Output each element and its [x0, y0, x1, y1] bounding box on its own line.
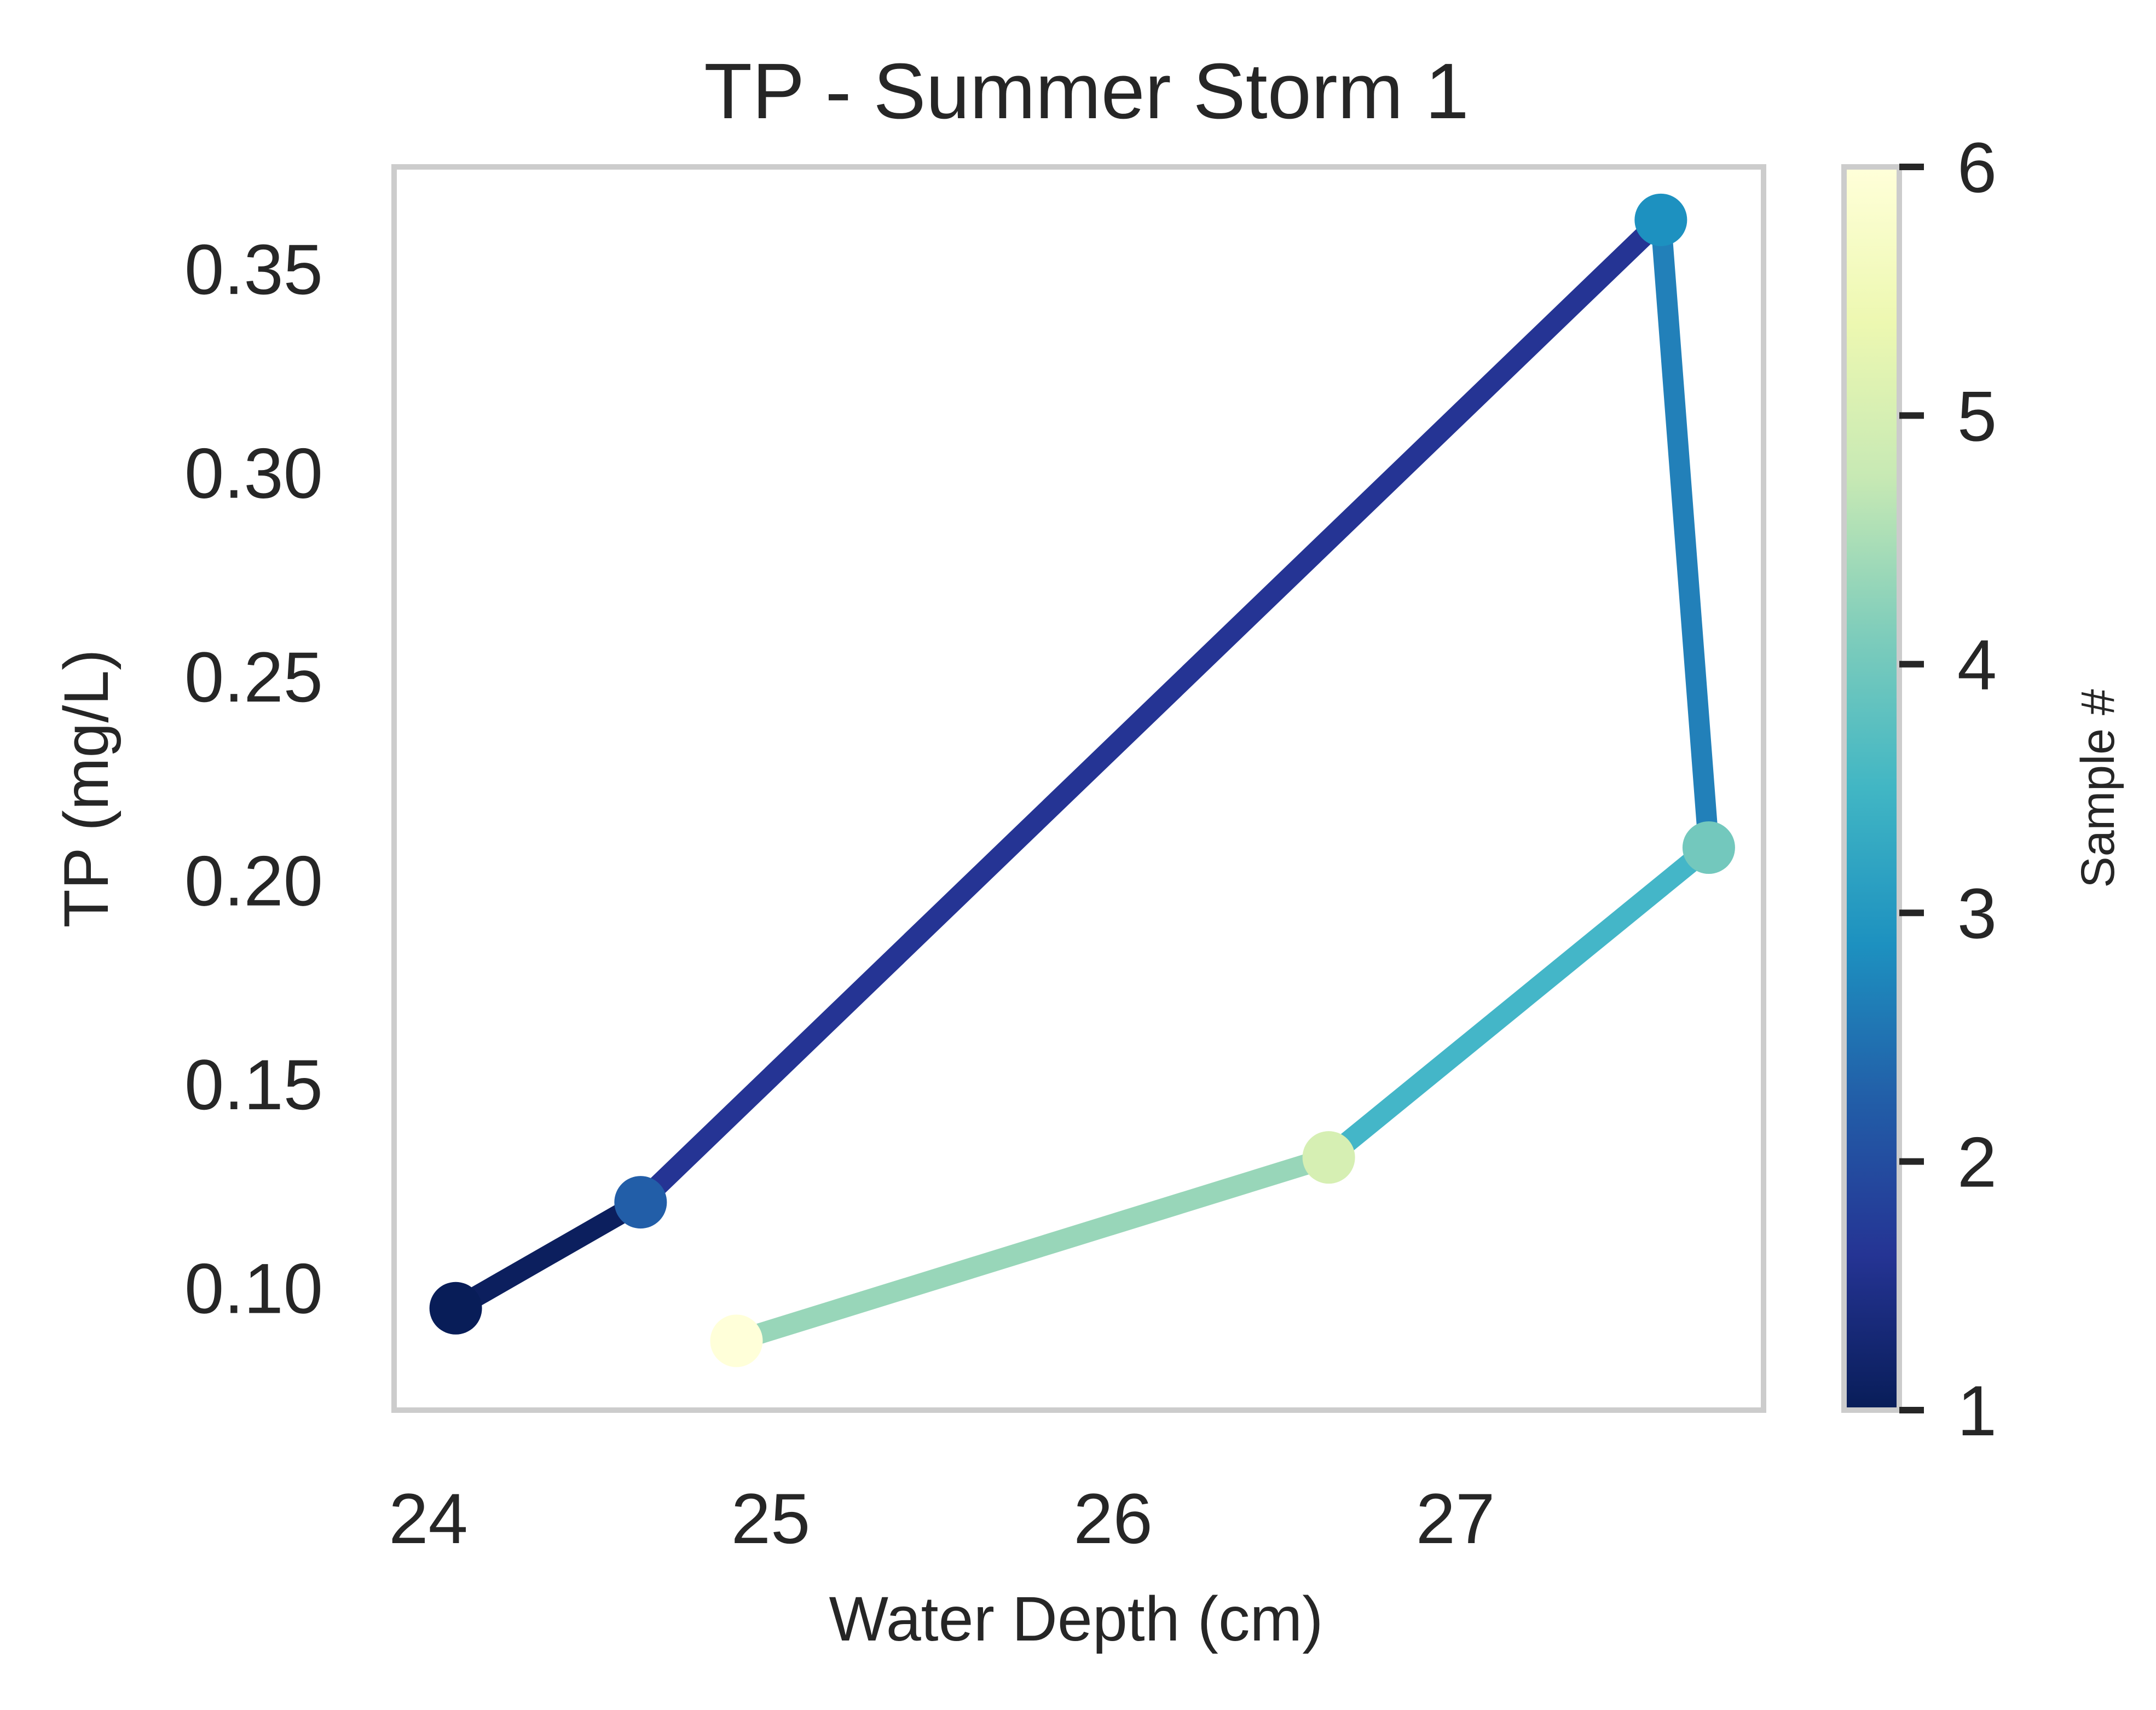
data-point [1634, 193, 1687, 246]
x-tick-label: 24 [389, 1479, 468, 1558]
colorbar-tick-label: 2 [1957, 1122, 1997, 1202]
colorbar-label: Sample # [2072, 689, 2124, 888]
y-tick-label: 0.10 [184, 1249, 323, 1329]
series-segment [1322, 839, 1715, 1166]
y-tick-label: 0.15 [184, 1045, 323, 1124]
y-axis-ticks: 0.10 0.15 0.20 0.25 0.30 0.35 [184, 229, 323, 1328]
series-segments [450, 212, 1719, 1351]
colorbar-tick-label: 6 [1957, 127, 1997, 207]
plot-area [391, 164, 1766, 1413]
series-segment [450, 1193, 646, 1318]
data-point [429, 1282, 482, 1335]
colorbar-tick-label: 1 [1957, 1371, 1997, 1451]
y-tick-label: 0.35 [184, 229, 323, 309]
chart-title: TP - Summer Storm 1 [704, 47, 1469, 135]
colorbar-tick-label: 5 [1957, 376, 1997, 456]
series-points [429, 193, 1735, 1367]
data-point [1302, 1131, 1355, 1184]
colorbar: 1 2 3 4 5 6 Sample # [1841, 127, 2124, 1451]
x-tick-label: 27 [1416, 1479, 1495, 1558]
data-point [614, 1176, 667, 1229]
x-axis-ticks: 24 25 26 27 [389, 1479, 1495, 1558]
y-tick-label: 0.25 [184, 637, 323, 717]
y-tick-label: 0.30 [184, 433, 323, 513]
colorbar-gradient [1844, 167, 1899, 1410]
data-point [710, 1314, 763, 1367]
series-segment [1650, 219, 1719, 849]
y-tick-label: 0.20 [184, 841, 323, 921]
colorbar-frame [1841, 164, 1902, 1413]
y-axis-label: TP (mg/L) [51, 649, 122, 928]
colorbar-tick-label: 4 [1957, 625, 1997, 705]
x-tick-label: 26 [1073, 1479, 1153, 1558]
x-axis-label: Water Depth (cm) [829, 1584, 1323, 1654]
data-point [1682, 821, 1735, 874]
series-segment [733, 1147, 1332, 1351]
series-segment [633, 212, 1668, 1210]
x-tick-label: 25 [731, 1479, 811, 1558]
colorbar-ticks: 1 2 3 4 5 6 [1899, 127, 1997, 1451]
colorbar-tick-label: 3 [1957, 873, 1997, 953]
